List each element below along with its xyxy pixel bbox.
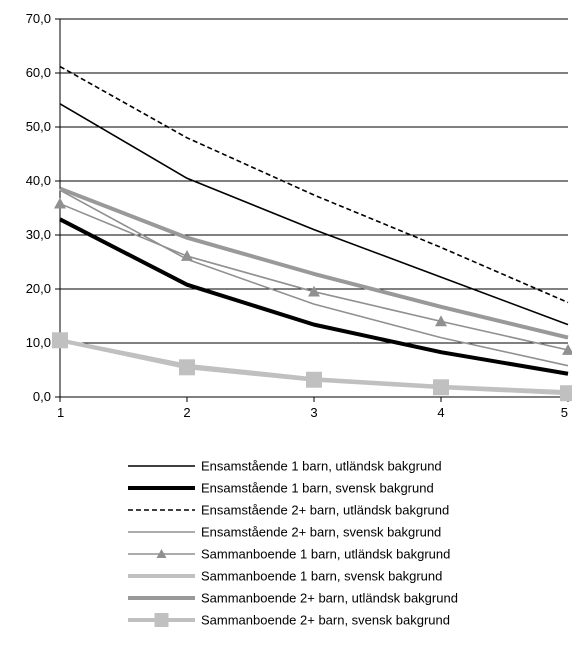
series-line — [59, 217, 569, 376]
y-axis-ticks: 0,0 10,0 20,0 30,0 40,0 50,0 60,0 70,0 — [26, 11, 60, 404]
square-marker — [154, 613, 169, 627]
series-line — [59, 189, 569, 367]
y-tick-label: 70,0 — [26, 11, 51, 26]
legend-item: Sammanboende 1 barn, svensk bakgrund — [128, 569, 442, 584]
legend-item: Ensamstående 2+ barn, svensk bakgrund — [128, 525, 441, 540]
y-tick-label: 20,0 — [26, 281, 51, 296]
series-3 — [59, 65, 569, 304]
x-tick-label: 2 — [183, 405, 190, 420]
series-5 — [54, 197, 572, 355]
series-8 — [52, 332, 572, 402]
triangle-marker — [156, 549, 167, 558]
legend-item: Sammanboende 2+ barn, utländsk bakgrund — [128, 591, 458, 606]
triangle-marker — [308, 285, 320, 297]
square-marker — [179, 359, 195, 376]
legend-label: Sammanboende 2+ barn, utländsk bakgrund — [201, 591, 458, 606]
grid-lines — [60, 18, 568, 344]
legend-item: Ensamstående 1 barn, svensk bakgrund — [128, 481, 434, 496]
legend-item: Ensamstående 1 barn, utländsk bakgrund — [128, 459, 442, 474]
legend-label: Sammanboende 1 barn, utländsk bakgrund — [201, 547, 450, 562]
square-marker — [560, 385, 572, 402]
series-2 — [59, 217, 569, 376]
x-axis-ticks: 1 2 3 4 5 — [57, 397, 569, 420]
series-line — [59, 65, 569, 304]
series-7 — [59, 186, 569, 340]
y-tick-label: 10,0 — [26, 335, 51, 350]
square-marker — [433, 379, 449, 396]
square-marker — [52, 332, 68, 349]
square-marker — [306, 371, 322, 388]
series-line — [59, 202, 569, 351]
legend-label: Ensamstående 1 barn, utländsk bakgrund — [201, 459, 442, 474]
legend-label: Ensamstående 2+ barn, svensk bakgrund — [201, 525, 441, 540]
legend-label: Sammanboende 2+ barn, svensk bakgrund — [201, 613, 450, 628]
legend-item: Sammanboende 1 barn, utländsk bakgrund — [128, 547, 450, 562]
legend-label: Sammanboende 1 barn, svensk bakgrund — [201, 569, 442, 584]
legend-item: Ensamstående 2+ barn, utländsk bakgrund — [128, 503, 449, 518]
series-4 — [59, 189, 569, 367]
y-tick-label: 60,0 — [26, 65, 51, 80]
y-tick-label: 30,0 — [26, 227, 51, 242]
x-tick-label: 4 — [437, 405, 444, 420]
legend-label: Ensamstående 2+ barn, utländsk bakgrund — [201, 503, 449, 518]
y-tick-label: 0,0 — [33, 389, 51, 404]
axes — [59, 19, 568, 398]
series-group — [52, 65, 572, 402]
x-tick-label: 1 — [57, 405, 64, 420]
x-tick-label: 3 — [310, 405, 317, 420]
legend: Ensamstående 1 barn, utländsk bakgrund En… — [128, 459, 458, 628]
y-tick-label: 40,0 — [26, 173, 51, 188]
y-tick-label: 50,0 — [26, 119, 51, 134]
legend-item: Sammanboende 2+ barn, svensk bakgrund — [128, 613, 450, 628]
series-line — [59, 103, 569, 326]
x-tick-label: 5 — [561, 405, 568, 420]
series-1 — [59, 103, 569, 326]
triangle-marker — [181, 250, 193, 261]
series-line — [59, 186, 569, 340]
triangle-marker — [54, 197, 66, 209]
legend-label: Ensamstående 1 barn, svensk bakgrund — [201, 481, 434, 496]
triangle-marker — [562, 344, 572, 355]
triangle-marker — [435, 315, 447, 327]
